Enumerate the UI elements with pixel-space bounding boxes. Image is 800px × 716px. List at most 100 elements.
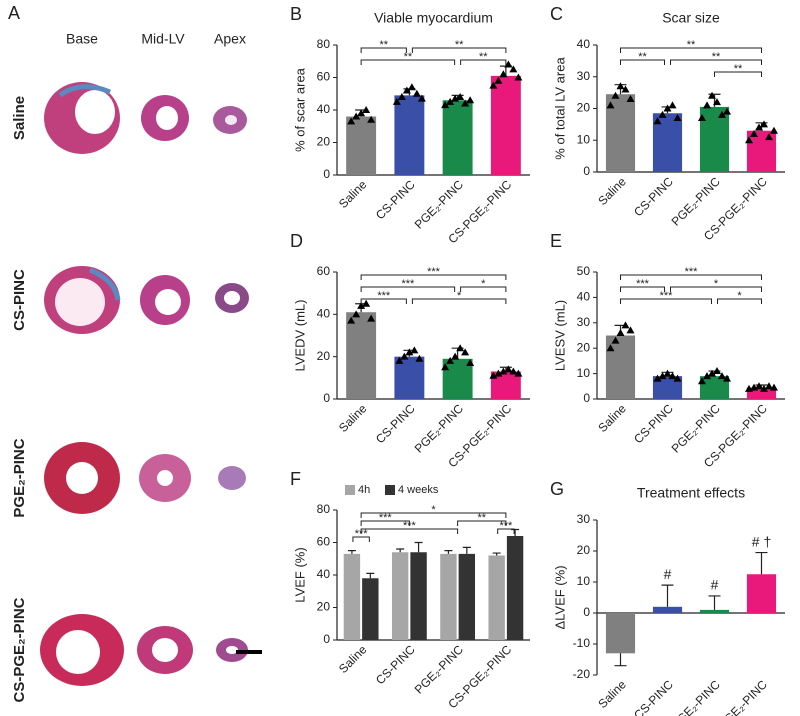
legend-swatch — [345, 485, 355, 495]
bar — [346, 312, 377, 399]
data-point — [708, 91, 716, 99]
significance-label: ** — [734, 63, 743, 75]
significance-bracket — [620, 59, 665, 65]
data-point — [461, 348, 470, 356]
error-bar — [661, 584, 674, 607]
significance-bracket — [620, 286, 665, 292]
y-tick-label: 30 — [577, 512, 591, 526]
significance-label: *** — [685, 266, 699, 278]
data-point — [451, 352, 460, 360]
data-point — [708, 369, 716, 377]
data-point — [668, 101, 677, 109]
data-point — [456, 344, 465, 352]
bar-annotation: # † — [752, 533, 771, 549]
error-bar — [614, 653, 627, 667]
x-tick-label: Saline — [595, 677, 629, 711]
data-point — [606, 344, 615, 352]
data-point — [713, 98, 721, 106]
significance-bracket — [714, 71, 762, 77]
data-point — [494, 369, 503, 377]
significance-bracket — [460, 286, 507, 292]
significance-bracket — [620, 47, 762, 53]
data-point — [402, 86, 411, 94]
y-tick-label: 0 — [583, 605, 590, 619]
data-point — [504, 365, 513, 373]
panel-letter: B — [290, 4, 302, 24]
significance-label: ** — [638, 51, 647, 63]
column-header: Apex — [214, 31, 246, 47]
y-tick-label: 60 — [317, 264, 331, 278]
bar — [746, 130, 777, 172]
panel-letter: E — [550, 231, 562, 251]
y-tick-label: -20 — [573, 667, 591, 681]
data-point — [658, 372, 667, 380]
significance-label: *** — [403, 520, 417, 532]
bar — [490, 75, 521, 175]
x-tick-label: Saline — [336, 642, 370, 676]
panel-letter: C — [550, 4, 563, 24]
data-point — [441, 363, 450, 371]
y-tick-label: 80 — [317, 502, 331, 516]
data-point — [489, 81, 498, 89]
y-tick-label: 0 — [583, 391, 590, 405]
significance-label: *** — [379, 512, 393, 524]
x-tick-label: Saline — [595, 174, 629, 208]
y-tick-label: 20 — [317, 349, 331, 363]
error-bar — [462, 546, 471, 554]
significance-label: * — [457, 290, 462, 302]
data-point — [347, 316, 356, 324]
data-point — [653, 374, 662, 382]
data-point — [765, 382, 773, 390]
row-label: Saline — [11, 96, 28, 140]
significance-label: * — [431, 504, 436, 516]
panel-letter: G — [550, 479, 564, 499]
x-tick-label: CS-PINC — [631, 174, 676, 219]
data-point — [509, 367, 518, 375]
y-tick-label: 20 — [577, 101, 591, 115]
data-point — [606, 101, 615, 109]
data-point — [489, 371, 498, 379]
data-point — [770, 126, 778, 134]
legend-label: 4h — [358, 484, 370, 496]
significance-bracket — [360, 520, 410, 526]
bar — [391, 552, 409, 640]
data-point — [673, 374, 682, 382]
error-bar — [396, 548, 405, 553]
significance-label: ** — [712, 51, 721, 63]
significance-label: *** — [499, 520, 513, 532]
data-point — [494, 76, 503, 84]
significance-label: *** — [355, 528, 369, 540]
panel-a: A Base Mid-LV Apex Saline CS-PINC PGE₂-P… — [8, 3, 262, 703]
significance-bracket — [360, 298, 407, 304]
data-point — [395, 356, 404, 364]
data-point — [653, 117, 662, 125]
panel-letter: A — [8, 3, 20, 23]
row-label: CS-PINC — [11, 269, 28, 331]
y-tick-label: 60 — [317, 535, 331, 549]
y-axis-label: LVEDV (mL) — [292, 300, 307, 372]
significance-bracket — [352, 536, 370, 542]
x-tick-label: Saline — [336, 177, 370, 211]
data-point — [668, 372, 677, 380]
data-point — [755, 382, 763, 390]
data-point — [392, 97, 401, 105]
data-point — [723, 374, 731, 382]
significance-label: ** — [479, 51, 488, 63]
y-tick-label: 40 — [317, 567, 331, 581]
bar — [394, 95, 425, 175]
y-tick-label: -10 — [573, 636, 591, 650]
data-point — [713, 367, 721, 375]
data-point — [658, 110, 667, 118]
significance-bracket — [457, 520, 507, 526]
data-point — [397, 93, 406, 100]
data-point — [514, 369, 523, 377]
y-tick-label: 20 — [577, 340, 591, 354]
data-point — [410, 346, 419, 354]
significance-bracket — [460, 59, 507, 65]
data-point — [621, 85, 630, 93]
bar — [746, 387, 777, 399]
data-point — [417, 94, 426, 102]
data-point — [466, 96, 475, 104]
data-point — [499, 367, 508, 375]
bar — [488, 555, 505, 640]
